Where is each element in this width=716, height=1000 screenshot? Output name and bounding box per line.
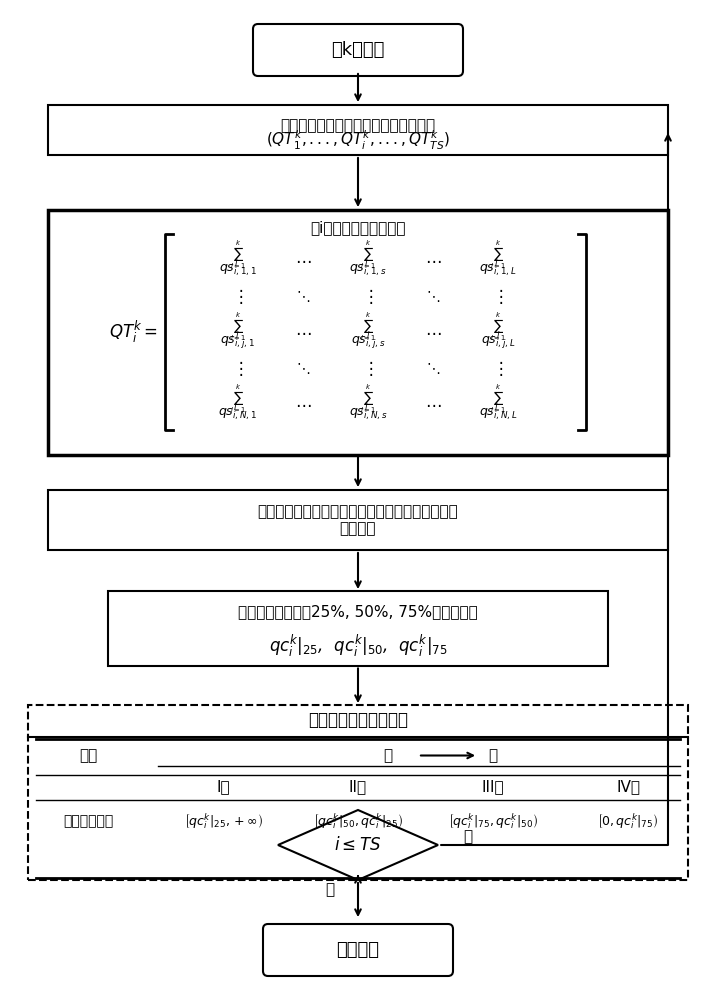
- Text: 枯: 枯: [488, 748, 498, 763]
- Text: 否: 否: [326, 882, 334, 898]
- Text: 输出结果: 输出结果: [337, 941, 379, 959]
- Text: 是: 是: [463, 830, 473, 844]
- Text: $\left[qc_i^k|_{50},qc_i^k|_{25}\right)$: $\left[qc_i^k|_{50},qc_i^k|_{25}\right)$: [313, 812, 403, 831]
- Text: $\sum_{l=1}^{k}$: $\sum_{l=1}^{k}$: [360, 311, 376, 343]
- Text: $\cdots$: $\cdots$: [295, 323, 311, 341]
- Text: $qs^l_{i,j,L}$: $qs^l_{i,j,L}$: [480, 329, 516, 351]
- Text: $\sum_{l=1}^{k}$: $\sum_{l=1}^{k}$: [360, 239, 376, 271]
- Text: $qs^l_{i,1,1}$: $qs^l_{i,1,1}$: [219, 258, 257, 278]
- Text: 确定对应于分位数25%, 50%, 75%的径流值：: 确定对应于分位数25%, 50%, 75%的径流值：: [238, 604, 478, 619]
- Text: $\vdots$: $\vdots$: [233, 359, 243, 377]
- Text: 同一时段的所有循环次数下的所有年份径流排序：
从大到小: 同一时段的所有循环次数下的所有年份径流排序： 从大到小: [258, 504, 458, 536]
- Text: $qs^l_{i,N,1}$: $qs^l_{i,N,1}$: [218, 402, 258, 422]
- Text: $i \leq TS$: $i \leq TS$: [334, 836, 382, 854]
- Text: $\vdots$: $\vdots$: [493, 359, 503, 377]
- Text: $\cdots$: $\cdots$: [295, 395, 311, 413]
- Text: $qc_i^k|_{25}$,  $qc_i^k|_{50}$,  $qc_i^k|_{75}$: $qc_i^k|_{25}$, $qc_i^k|_{50}$, $qc_i^k|…: [268, 633, 448, 659]
- Text: $\sum_{l=1}^{k}$: $\sum_{l=1}^{k}$: [490, 383, 506, 415]
- Text: 随机模拟径流数据集，按照时段划分：: 随机模拟径流数据集，按照时段划分：: [281, 118, 435, 133]
- Text: $\sum_{l=1}^{k}$: $\sum_{l=1}^{k}$: [230, 311, 246, 343]
- Bar: [48, 105, 668, 155]
- Text: $\ddots$: $\ddots$: [296, 360, 310, 375]
- Text: $\cdots$: $\cdots$: [295, 251, 311, 269]
- Text: $\cdots$: $\cdots$: [425, 251, 441, 269]
- Text: $\cdots$: $\cdots$: [425, 323, 441, 341]
- Text: $qs^l_{i,N,s}$: $qs^l_{i,N,s}$: [349, 402, 387, 422]
- Text: $qs^l_{i,j,s}$: $qs^l_{i,j,s}$: [351, 329, 385, 351]
- Text: $qs^l_{i,1,s}$: $qs^l_{i,1,s}$: [349, 258, 387, 278]
- Text: $\cdots$: $\cdots$: [425, 395, 441, 413]
- Text: IV类: IV类: [616, 779, 640, 794]
- Text: $\left[qc_i^k|_{25},+\infty\right)$: $\left[qc_i^k|_{25},+\infty\right)$: [183, 812, 263, 831]
- Text: 分类标准之径流量大小: 分类标准之径流量大小: [308, 712, 408, 730]
- Text: $\vdots$: $\vdots$: [233, 286, 243, 306]
- Text: $(QT_1^k,...,QT_i^k,...,QT_{TS}^k)$: $(QT_1^k,...,QT_i^k,...,QT_{TS}^k)$: [266, 128, 450, 152]
- Text: $\sum_{l=1}^{k}$: $\sum_{l=1}^{k}$: [490, 239, 506, 271]
- Text: 类别: 类别: [79, 748, 97, 763]
- Text: $\sum_{l=1}^{k}$: $\sum_{l=1}^{k}$: [230, 383, 246, 415]
- Text: $QT_i^k=$: $QT_i^k=$: [109, 319, 158, 345]
- Text: $\ddots$: $\ddots$: [296, 288, 310, 304]
- FancyBboxPatch shape: [263, 924, 453, 976]
- Bar: [48, 210, 668, 454]
- Text: III类: III类: [482, 779, 504, 794]
- Text: $qs^l_{i,N,L}$: $qs^l_{i,N,L}$: [478, 402, 518, 422]
- Text: $\sum_{l=1}^{k}$: $\sum_{l=1}^{k}$: [360, 383, 376, 415]
- Bar: [48, 490, 668, 550]
- Text: $\vdots$: $\vdots$: [493, 286, 503, 306]
- Text: 第k个水库: 第k个水库: [332, 41, 384, 59]
- Text: $\left[qc_i^k|_{75},qc_i^k|_{50}\right)$: $\left[qc_i^k|_{75},qc_i^k|_{50}\right)$: [448, 812, 538, 831]
- Text: 径流取值范围: 径流取值范围: [63, 814, 113, 828]
- Bar: [108, 590, 608, 666]
- Text: $qs^l_{i,j,1}$: $qs^l_{i,j,1}$: [221, 329, 256, 351]
- Text: $qs^l_{i,1,L}$: $qs^l_{i,1,L}$: [479, 258, 517, 278]
- Bar: [28, 704, 688, 880]
- Text: I类: I类: [216, 779, 230, 794]
- Polygon shape: [278, 810, 438, 880]
- Text: $\sum_{l=1}^{k}$: $\sum_{l=1}^{k}$: [230, 239, 246, 271]
- Text: $\ddots$: $\ddots$: [426, 360, 440, 375]
- Text: $\ddots$: $\ddots$: [426, 288, 440, 304]
- Text: 丰: 丰: [384, 748, 392, 763]
- Text: $\vdots$: $\vdots$: [362, 359, 374, 377]
- Text: II类: II类: [349, 779, 367, 794]
- FancyBboxPatch shape: [253, 24, 463, 76]
- Text: $\vdots$: $\vdots$: [362, 286, 374, 306]
- Text: $\left[0,qc_i^k|_{75}\right)$: $\left[0,qc_i^k|_{75}\right)$: [597, 812, 659, 831]
- Text: 第i个时段的径流序列：: 第i个时段的径流序列：: [310, 220, 406, 235]
- Text: $\sum_{l=1}^{k}$: $\sum_{l=1}^{k}$: [490, 311, 506, 343]
